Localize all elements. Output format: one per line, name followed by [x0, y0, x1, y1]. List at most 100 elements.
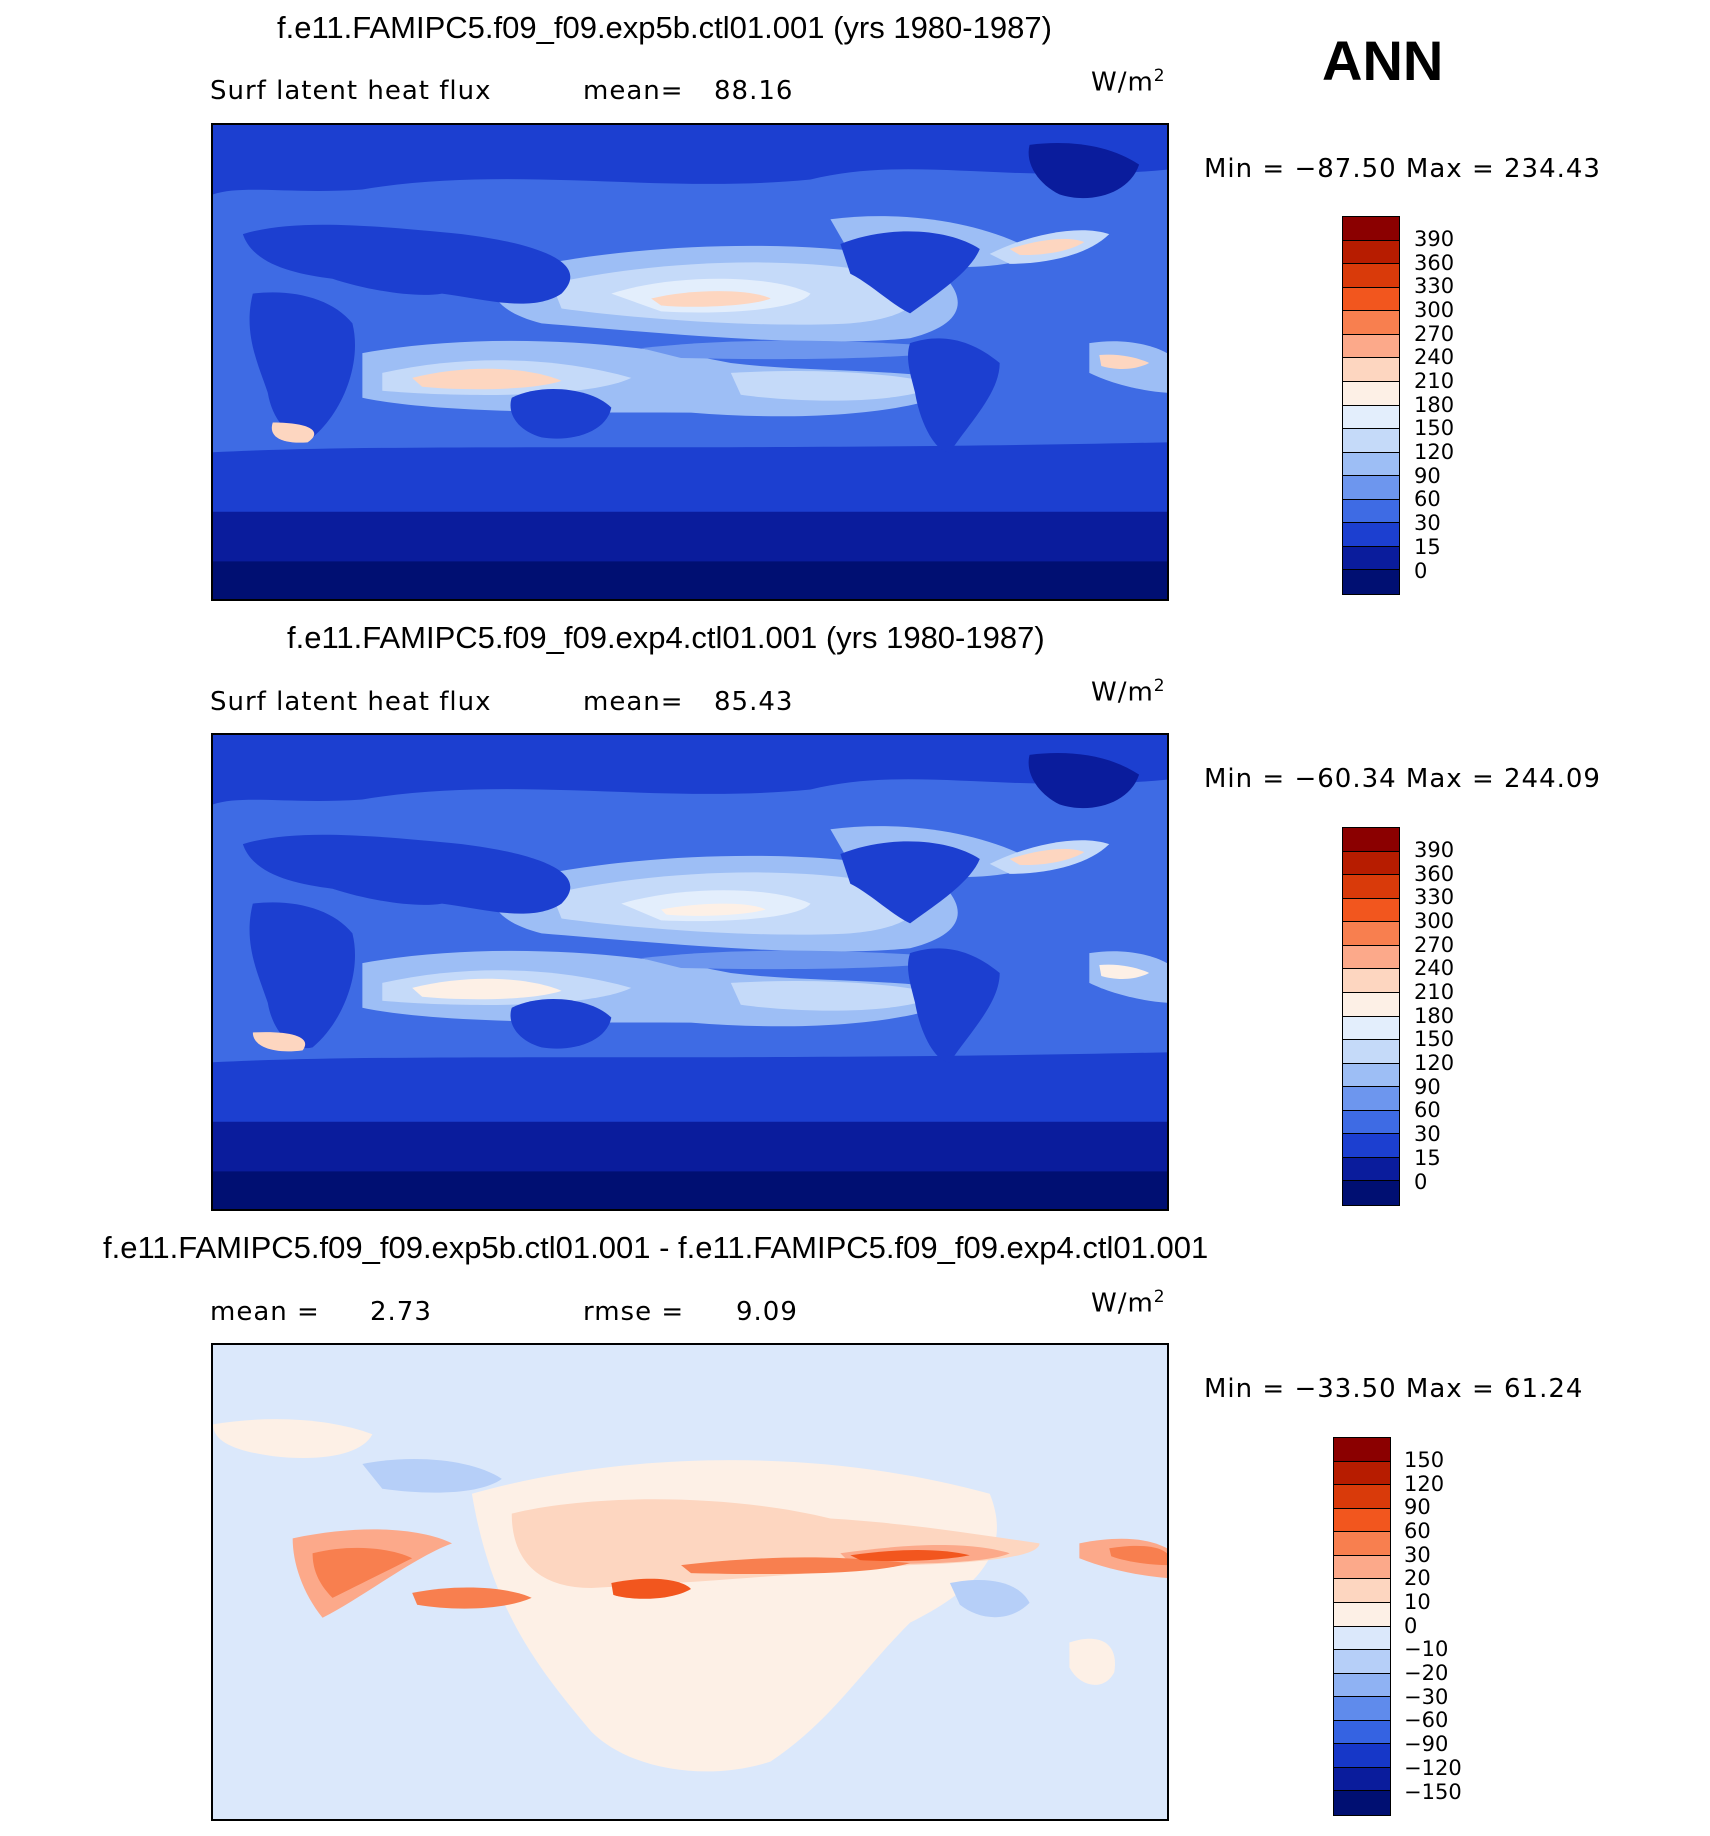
panel3-map — [211, 1343, 1169, 1821]
colorbar-swatch — [1334, 1697, 1390, 1721]
panel3-rmse-label: rmse = — [583, 1297, 685, 1327]
panel1-colorbar-label: 0 — [1414, 559, 1428, 583]
colorbar-swatch — [1343, 240, 1399, 265]
colorbar-swatch — [1334, 1791, 1390, 1815]
panel2-colorbar-label: 150 — [1414, 1027, 1455, 1051]
panel2-mean-value: 85.43 — [714, 687, 794, 717]
colorbar-swatch — [1343, 1040, 1399, 1064]
colorbar-swatch — [1343, 476, 1399, 500]
colorbar-swatch — [1343, 1110, 1399, 1135]
panel1-colorbar-label: 240 — [1414, 345, 1455, 369]
panel1-units-exp: 2 — [1153, 66, 1166, 86]
panel1-units: W/m2 — [1091, 66, 1166, 98]
panel3-map-field — [213, 1345, 1167, 1819]
panel2-units-base: W/m — [1091, 677, 1154, 708]
panel2-colorbar-label: 210 — [1414, 980, 1455, 1004]
colorbar-swatch — [1334, 1720, 1390, 1745]
panel1-colorbar-label: 30 — [1414, 511, 1441, 535]
panel2-colorbar-label: 0 — [1414, 1170, 1428, 1194]
panel2-variable: Surf latent heat flux — [210, 687, 492, 717]
panel3-title: f.e11.FAMIPC5.f09_f09.exp5b.ctl01.001 - … — [103, 1230, 1209, 1265]
colorbar-swatch — [1343, 287, 1399, 312]
panel2-colorbar-label: 60 — [1414, 1098, 1441, 1122]
panel2-colorbar-label: 120 — [1414, 1051, 1455, 1075]
colorbar-swatch — [1343, 523, 1399, 547]
colorbar-swatch — [1334, 1438, 1390, 1462]
colorbar-swatch — [1343, 969, 1399, 993]
colorbar-swatch — [1343, 851, 1399, 876]
panel1-colorbar-label: 390 — [1414, 227, 1455, 251]
colorbar-swatch — [1343, 898, 1399, 923]
panel3-colorbar-label: −120 — [1404, 1756, 1462, 1780]
panel1-colorbar-label: 180 — [1414, 393, 1455, 417]
panel3-colorbar-label: 20 — [1404, 1566, 1431, 1590]
colorbar-swatch — [1334, 1744, 1390, 1768]
panel2-colorbar-label: 270 — [1414, 933, 1455, 957]
panel1-mean-label: mean= — [583, 76, 684, 106]
colorbar-swatch — [1343, 381, 1399, 406]
panel1-colorbar-label: 300 — [1414, 298, 1455, 322]
panel3-mean-value: 2.73 — [370, 1297, 432, 1327]
panel3-colorbar-label: 60 — [1404, 1519, 1431, 1543]
panel3-colorbar-label: −10 — [1404, 1637, 1449, 1661]
panel3-colorbar-label: −150 — [1404, 1780, 1462, 1804]
panel3-colorbar-label: −30 — [1404, 1685, 1449, 1709]
colorbar-swatch — [1334, 1767, 1390, 1792]
panel3-colorbar-label: 150 — [1404, 1448, 1445, 1472]
colorbar-swatch — [1343, 311, 1399, 335]
panel2-colorbar-label: 15 — [1414, 1146, 1441, 1170]
panel2-map-field — [213, 735, 1167, 1209]
panel3-mean-label: mean = — [210, 1297, 320, 1327]
colorbar-swatch — [1343, 217, 1399, 241]
panel2-mean-label: mean= — [583, 687, 684, 717]
panel1-colorbar — [1342, 216, 1400, 595]
panel1-colorbar-label: 150 — [1414, 416, 1455, 440]
panel3-colorbar-label: 120 — [1404, 1472, 1445, 1496]
panel1-mean-value: 88.16 — [714, 76, 794, 106]
colorbar-swatch — [1343, 992, 1399, 1017]
colorbar-swatch — [1334, 1579, 1390, 1603]
colorbar-swatch — [1343, 570, 1399, 594]
panel3-minmax: Min = −33.50 Max = 61.24 — [1204, 1374, 1584, 1404]
colorbar-swatch — [1334, 1626, 1390, 1651]
panel3-colorbar-label: 90 — [1404, 1495, 1431, 1519]
colorbar-swatch — [1343, 1181, 1399, 1205]
panel1-colorbar-label: 15 — [1414, 535, 1441, 559]
panel3-units-exp: 2 — [1153, 1287, 1166, 1307]
panel2-colorbar-label: 240 — [1414, 956, 1455, 980]
panel2-colorbar — [1342, 827, 1400, 1206]
colorbar-swatch — [1343, 1157, 1399, 1182]
panel3-colorbar-label: 10 — [1404, 1590, 1431, 1614]
colorbar-swatch — [1343, 452, 1399, 477]
colorbar-swatch — [1343, 264, 1399, 288]
colorbar-swatch — [1343, 499, 1399, 524]
panel1-units-base: W/m — [1091, 67, 1154, 98]
panel3-colorbar-label: 0 — [1404, 1614, 1418, 1638]
panel1-variable: Surf latent heat flux — [210, 76, 492, 106]
panel1-colorbar-label: 270 — [1414, 322, 1455, 346]
panel2-colorbar-label: 90 — [1414, 1075, 1441, 1099]
panel2-colorbar-label: 330 — [1414, 885, 1455, 909]
colorbar-swatch — [1343, 945, 1399, 970]
colorbar-swatch — [1334, 1485, 1390, 1509]
panel2-colorbar-label: 180 — [1414, 1004, 1455, 1028]
season-label: ANN — [1322, 29, 1444, 92]
panel1-map — [211, 123, 1169, 601]
colorbar-swatch — [1334, 1650, 1390, 1674]
panel2-minmax: Min = −60.34 Max = 244.09 — [1204, 764, 1601, 794]
panel2-colorbar-label: 300 — [1414, 909, 1455, 933]
colorbar-swatch — [1334, 1508, 1390, 1533]
colorbar-swatch — [1343, 546, 1399, 571]
panel2-colorbar-label: 360 — [1414, 862, 1455, 886]
panel1-colorbar-label: 330 — [1414, 274, 1455, 298]
panel3-rmse-value: 9.09 — [736, 1297, 798, 1327]
panel1-colorbar-label: 120 — [1414, 440, 1455, 464]
panel1-colorbar-label: 360 — [1414, 251, 1455, 275]
colorbar-swatch — [1343, 828, 1399, 852]
panel3-colorbar-label: −20 — [1404, 1661, 1449, 1685]
colorbar-swatch — [1334, 1673, 1390, 1698]
panel1-map-field — [213, 125, 1167, 599]
panel1-colorbar-label: 90 — [1414, 464, 1441, 488]
colorbar-swatch — [1343, 1134, 1399, 1158]
colorbar-swatch — [1343, 405, 1399, 430]
